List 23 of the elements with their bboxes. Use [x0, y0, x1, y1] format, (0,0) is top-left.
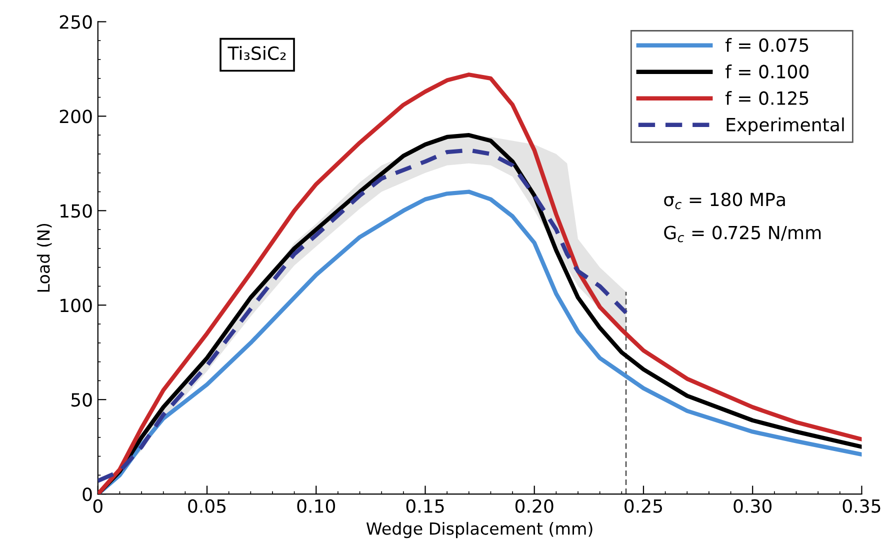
legend-label: Experimental — [726, 117, 844, 135]
annotation: Ti₃SiC₂ — [228, 46, 286, 60]
y-tick-label: 100 — [60, 298, 92, 312]
y-axis-title: Load (N) — [36, 224, 52, 292]
x-tick-label: 0.10 — [297, 499, 336, 513]
legend-label: f = 0.100 — [725, 64, 809, 78]
x-tick-label: 0 — [93, 499, 102, 513]
y-tick-label: 0 — [82, 488, 92, 502]
legend-label: f = 0.125 — [725, 90, 808, 105]
x-tick-label: 0.25 — [624, 499, 662, 513]
x-axis-title: Wedge Displacement (mm) — [366, 522, 592, 538]
annotation: σ$_{c}$ = 180 MPa — [664, 192, 785, 210]
x-tick-label: 0.15 — [406, 499, 444, 513]
y-tick-label: 200 — [60, 110, 92, 124]
x-tick-label: 0.20 — [515, 499, 554, 513]
x-tick-label: 0.05 — [188, 499, 226, 513]
y-tick-label: 250 — [60, 15, 92, 29]
annotation: G$_{c}$ = 0.725 N/mm — [664, 226, 821, 242]
legend-label: f = 0.075 — [725, 38, 808, 52]
y-tick-label: 50 — [71, 393, 92, 407]
x-tick-label: 0.35 — [842, 499, 880, 513]
y-tick-label: 150 — [60, 204, 92, 218]
x-tick-label: 0.30 — [734, 499, 772, 513]
